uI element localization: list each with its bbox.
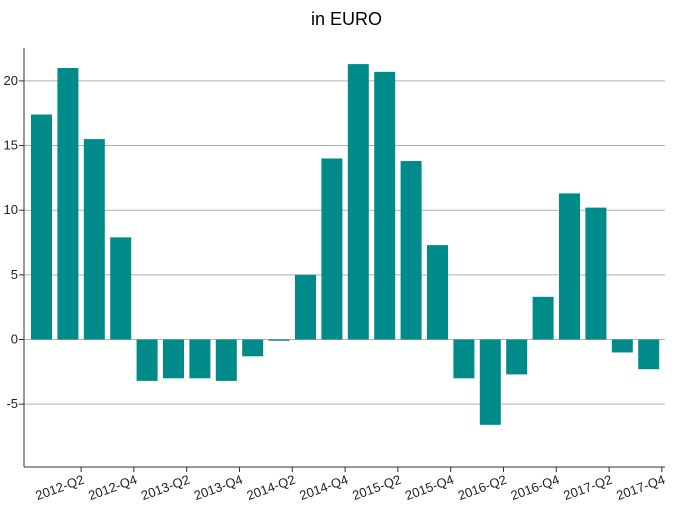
y-tick-label: 5: [11, 267, 18, 282]
bar-2015-Q3: [400, 161, 422, 340]
bar-2017-Q4: [638, 339, 660, 370]
x-tick-label: 2013-Q2: [139, 472, 192, 503]
bar-2017-Q2: [585, 207, 607, 340]
bar-2015-Q2: [374, 71, 396, 340]
bar-2017-Q1: [559, 193, 580, 340]
x-tick-label: 2015-Q2: [350, 472, 403, 503]
x-tick-label: 2016-Q4: [509, 472, 562, 503]
bar-2013-Q2: [163, 339, 184, 379]
bar-2013-Q1: [136, 339, 158, 381]
axes: [23, 48, 665, 468]
bar-2017-Q3: [611, 339, 633, 353]
y-tick-labels: 20 15 10 5 0 -5: [4, 73, 18, 411]
bar-2016-Q1: [453, 339, 475, 379]
x-tick-label: 2014-Q4: [297, 472, 350, 503]
x-tick-label: 2016-Q2: [456, 472, 509, 503]
x-tick-label: 2012-Q4: [86, 472, 139, 503]
bar-2012-Q3: [83, 139, 105, 340]
bars: [31, 64, 660, 425]
bar-2014-Q2: [268, 339, 290, 341]
y-tick-label: 0: [11, 332, 18, 347]
x-tick-label: 2013-Q4: [192, 472, 245, 503]
x-tick-label: 2015-Q4: [403, 472, 456, 503]
bar-2012-Q4: [110, 237, 132, 340]
bar-2016-Q3: [506, 339, 528, 375]
bar-2013-Q3: [189, 339, 211, 379]
bar-2014-Q1: [242, 339, 264, 357]
y-tick-label: 10: [4, 202, 18, 217]
y-tick-label: 15: [4, 138, 18, 153]
x-tick-label: 2014-Q2: [245, 472, 298, 503]
x-tick-label: 2017-Q2: [561, 472, 614, 503]
bar-2015-Q4: [427, 245, 448, 340]
chart-title: in EURO: [310, 9, 382, 29]
bar-2012-Q1: [31, 114, 52, 340]
y-tick-label: 20: [4, 73, 18, 88]
bar-2012-Q2: [57, 67, 79, 340]
bar-2014-Q4: [321, 158, 343, 340]
x-tick-label: 2017-Q4: [614, 472, 667, 503]
bar-2013-Q4: [215, 339, 237, 381]
bar-2014-Q3: [295, 274, 316, 340]
bar-2016-Q2: [479, 339, 501, 425]
bar-2015-Q1: [347, 64, 369, 340]
y-tick-label: -5: [6, 396, 18, 411]
x-tick-labels: 2012-Q2 2012-Q4 2013-Q2 2013-Q4 2014-Q2 2014-…: [33, 467, 667, 503]
bar-2016-Q4: [532, 296, 554, 340]
x-tick-label: 2012-Q2: [33, 472, 86, 503]
